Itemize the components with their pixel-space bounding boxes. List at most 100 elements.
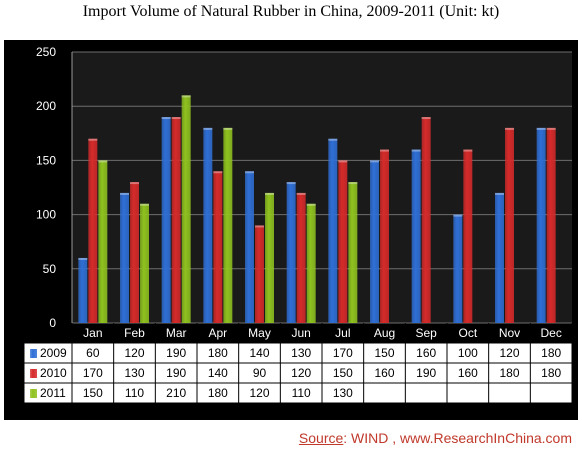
data-label: 180 — [208, 386, 228, 400]
bar-cap — [265, 192, 274, 195]
bar-cap — [213, 171, 223, 174]
data-label: 120 — [249, 386, 269, 400]
bar-cap — [370, 160, 379, 163]
bar-cap — [505, 127, 514, 130]
data-label: 110 — [292, 386, 311, 400]
bar-cap — [536, 127, 546, 130]
legend-label: 2009 — [40, 346, 67, 360]
bar — [463, 149, 473, 323]
y-tick-label: 100 — [36, 208, 56, 222]
bar — [213, 171, 223, 323]
bar — [161, 117, 171, 323]
bar-cap — [223, 127, 233, 130]
chart-title: Import Volume of Natural Rubber in China… — [82, 3, 500, 20]
x-category-label: Apr — [208, 326, 227, 340]
y-tick-label: 200 — [36, 99, 56, 113]
bar — [411, 149, 421, 323]
data-label: 190 — [166, 366, 186, 380]
bar-cap — [411, 149, 421, 152]
bar-cap — [463, 149, 473, 152]
data-label: 160 — [416, 346, 436, 360]
x-category-label: Mar — [166, 326, 187, 340]
data-label: 180 — [208, 346, 228, 360]
data-label: 150 — [83, 386, 103, 400]
bar — [348, 182, 358, 323]
bar — [380, 149, 389, 323]
bar-cap — [130, 182, 139, 185]
bar-cap — [245, 171, 254, 174]
legend-label: 2011 — [40, 386, 66, 400]
data-label: 180 — [541, 346, 561, 360]
bar-cap — [546, 127, 556, 130]
plot-area — [72, 52, 572, 323]
data-label: 120 — [124, 346, 144, 360]
data-label: 170 — [83, 366, 103, 380]
source-text: : WIND , www.ResearchInChina.com — [343, 430, 572, 446]
bar-cap — [78, 257, 88, 260]
data-label: 140 — [208, 366, 228, 380]
bar-cap — [306, 203, 316, 206]
data-label: 140 — [249, 346, 269, 360]
bar-cap — [203, 127, 213, 130]
data-label: 180 — [541, 366, 561, 380]
bar-cap — [171, 117, 181, 120]
bar — [88, 138, 98, 323]
bar — [328, 138, 338, 323]
bar-cap — [328, 138, 338, 141]
legend-key — [30, 369, 37, 378]
data-label: 100 — [458, 346, 478, 360]
bar — [370, 160, 379, 323]
bar — [421, 117, 431, 323]
bar — [306, 203, 316, 323]
bar — [223, 127, 233, 323]
y-tick-label: 250 — [36, 45, 56, 59]
data-label: 160 — [374, 366, 394, 380]
bar-cap — [161, 117, 171, 120]
bar-cap — [255, 225, 264, 228]
bar — [546, 127, 556, 323]
data-label: 170 — [333, 346, 353, 360]
data-label: 130 — [291, 346, 311, 360]
bar — [140, 203, 149, 323]
bar — [536, 127, 546, 323]
data-label: 180 — [499, 366, 519, 380]
source-label: Source — [298, 430, 344, 446]
x-category-label: Jun — [291, 326, 310, 340]
x-category-label: Oct — [458, 326, 477, 340]
bar — [98, 160, 108, 323]
bar — [120, 192, 129, 323]
data-label: 190 — [416, 366, 436, 380]
bar-cap — [338, 160, 348, 163]
data-label: 60 — [86, 346, 100, 360]
data-label: 150 — [374, 346, 394, 360]
data-label: 90 — [253, 366, 267, 380]
bar-cap — [421, 117, 431, 120]
bar — [265, 192, 274, 323]
bar — [245, 171, 254, 323]
bar-cap — [296, 192, 306, 195]
data-table — [24, 343, 572, 403]
bar — [78, 257, 88, 323]
bar — [338, 160, 348, 323]
x-category-label: Jan — [83, 326, 102, 340]
bar — [255, 225, 264, 323]
bar — [181, 95, 191, 323]
y-tick-label: 0 — [49, 316, 56, 330]
x-category-label: Nov — [499, 326, 520, 340]
bar-cap — [495, 192, 504, 195]
data-label: 110 — [125, 386, 144, 400]
bar — [505, 127, 514, 323]
bar-cap — [98, 160, 108, 163]
bar-cap — [120, 192, 129, 195]
bar — [130, 182, 139, 323]
bar-cap — [88, 138, 98, 141]
bar — [203, 127, 213, 323]
x-category-label: Sep — [415, 326, 437, 340]
bar — [296, 192, 306, 323]
legend-label: 2010 — [40, 366, 67, 380]
bar — [495, 192, 504, 323]
source-note: Source: WIND , www.ResearchInChina.com — [299, 430, 572, 446]
legend-key — [30, 389, 37, 398]
data-label: 130 — [333, 386, 353, 400]
